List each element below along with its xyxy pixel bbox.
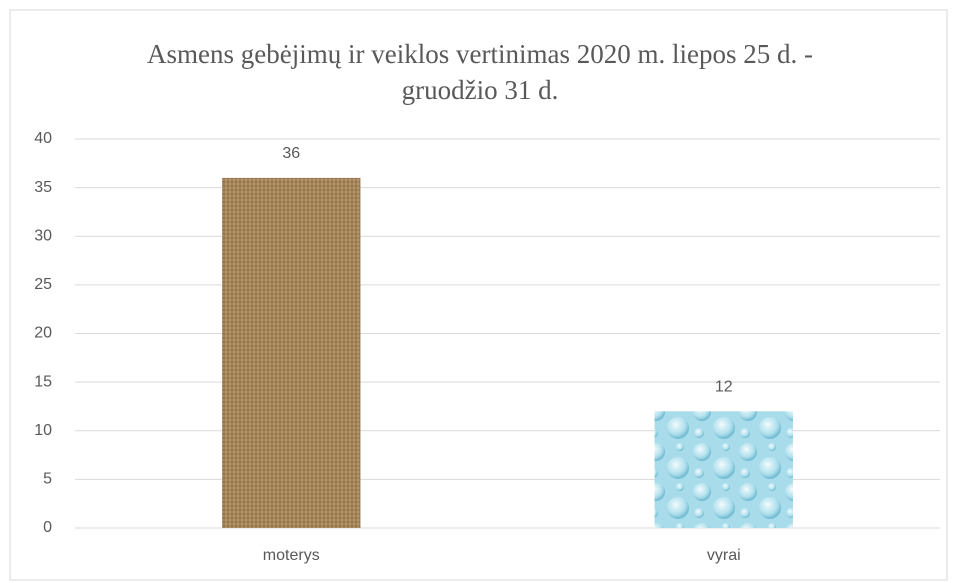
- chart-border: [9, 9, 948, 581]
- bar: [222, 177, 361, 528]
- y-tick-label: 15: [34, 373, 52, 390]
- x-tick-label: vyrai: [707, 547, 741, 564]
- y-tick-label: 0: [43, 519, 52, 536]
- x-tick-label: moterys: [263, 547, 320, 564]
- y-tick-label: 40: [34, 130, 52, 147]
- y-tick-label: 25: [34, 276, 52, 293]
- bar: [654, 411, 793, 528]
- data-label: 12: [715, 379, 733, 396]
- data-label: 36: [282, 145, 300, 162]
- y-tick-label: 5: [43, 471, 52, 488]
- y-tick-label: 20: [34, 325, 52, 342]
- y-tick-label: 10: [34, 422, 52, 439]
- y-tick-label: 35: [34, 179, 52, 196]
- chart-title: Asmens gebėjimų ir veiklos vertinimas 20…: [147, 39, 813, 105]
- y-tick-label: 30: [34, 227, 52, 244]
